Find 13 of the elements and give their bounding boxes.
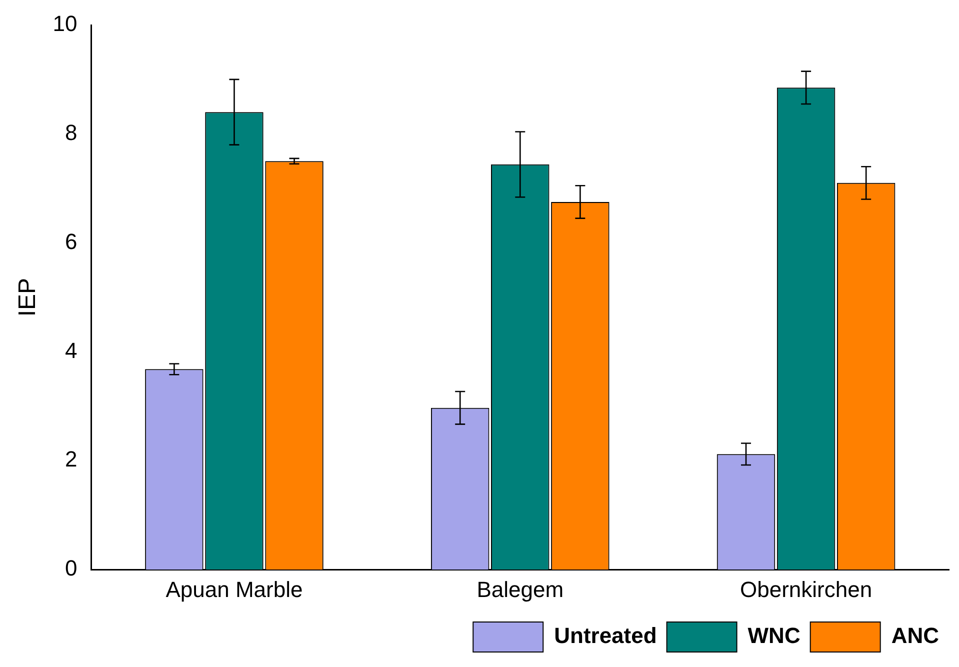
y-tick-label: 2	[65, 446, 78, 472]
x-tick-label: Obernkirchen	[740, 576, 872, 602]
legend-label: Untreated	[554, 623, 657, 648]
y-tick-label: 8	[65, 120, 78, 145]
x-tick-label: Apuan Marble	[166, 576, 303, 602]
y-tick-label: 6	[65, 228, 78, 254]
y-tick-label: 4	[65, 338, 78, 363]
y-axis-title: IEP	[14, 278, 42, 317]
x-tick-label: Balegem	[476, 576, 564, 602]
y-tick-label: 0	[65, 556, 78, 581]
y-tick-label: 10	[52, 11, 78, 36]
legend-label: ANC	[891, 623, 940, 648]
legend-label: WNC	[748, 623, 800, 648]
